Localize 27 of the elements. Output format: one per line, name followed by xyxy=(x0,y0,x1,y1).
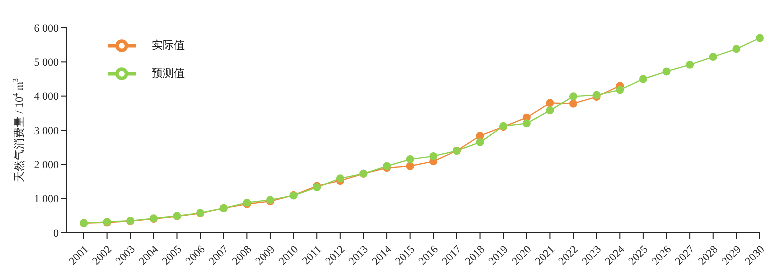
point xyxy=(570,92,578,101)
point xyxy=(732,45,741,54)
legend-label: 预测值 xyxy=(152,68,185,80)
point xyxy=(616,86,624,94)
point xyxy=(522,120,531,128)
y-tick-label: 3 000 xyxy=(34,125,60,138)
y-tick-label: 0 xyxy=(54,228,60,240)
x-tick-label: 2011 xyxy=(300,244,324,268)
point xyxy=(406,162,414,170)
point xyxy=(686,60,694,69)
y-tick-label: 1 000 xyxy=(34,194,60,206)
y-tick-label: 4 000 xyxy=(34,91,60,104)
point xyxy=(662,68,671,76)
point xyxy=(336,174,344,183)
y-tick-label: 5 000 xyxy=(34,57,60,70)
point xyxy=(756,34,764,42)
point xyxy=(476,138,484,146)
y-tick-label: 2 000 xyxy=(34,160,60,172)
legend-label: 实际值 xyxy=(152,40,185,52)
point xyxy=(570,100,578,108)
point xyxy=(430,152,438,160)
point xyxy=(546,99,554,108)
y-tick-label: 6 000 xyxy=(34,22,60,35)
point xyxy=(406,156,414,164)
point xyxy=(639,75,648,84)
point xyxy=(709,53,718,62)
point xyxy=(546,106,554,115)
